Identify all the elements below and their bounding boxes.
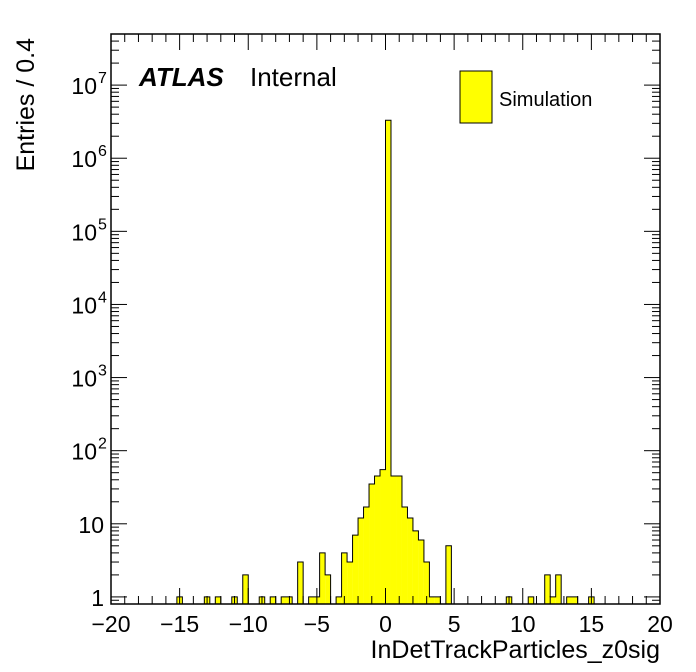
y-tick-label-exponent: 2 [98, 436, 107, 453]
y-tick-label-exponent: 4 [98, 289, 107, 306]
x-tick-labels: −20 −15 −10 −5 0 5 10 15 20 [91, 611, 672, 637]
histogram-bar [566, 596, 578, 604]
legend-swatch [459, 70, 493, 124]
x-tick-label: −20 [91, 611, 130, 637]
histogram-bar [528, 596, 534, 604]
histogram-bar [215, 596, 221, 604]
histogram-bar [352, 535, 359, 604]
histogram-bar [242, 574, 249, 604]
histogram-bar [434, 596, 441, 604]
y-axis-title: Entries / 0.4 [12, 38, 40, 171]
y-tick-label-exponent: 3 [98, 363, 107, 380]
x-tick-label: 15 [579, 611, 605, 637]
histogram-bar [336, 596, 342, 604]
histogram-bar [347, 562, 353, 604]
y-tick-label-exponent: 5 [98, 216, 107, 233]
x-tick-label: −15 [160, 611, 199, 637]
y-tick-label: 1 [91, 585, 104, 611]
y-tick-label: 10 [71, 73, 97, 99]
histogram-bar [423, 562, 430, 604]
y-tick-label: 10 [71, 292, 97, 318]
histogram-bar [407, 518, 413, 604]
histogram-bar [319, 552, 326, 604]
histogram-bar [396, 476, 402, 604]
histogram-bar [270, 596, 276, 604]
histogram-bar [385, 120, 391, 604]
histogram-bar [308, 596, 315, 604]
histogram-bar [418, 540, 424, 604]
histogram-bar [281, 596, 293, 604]
histogram-bar [390, 476, 397, 604]
x-tick-label: −10 [229, 611, 268, 637]
histogram-bar [341, 552, 348, 604]
histogram-bar [544, 574, 551, 604]
legend: Simulation [459, 70, 592, 124]
x-tick-label: 0 [379, 611, 392, 637]
x-axis-title: InDetTrackParticles_z0sig [371, 636, 660, 664]
histogram-bar [374, 476, 381, 604]
y-tick-label: 10 [71, 146, 97, 172]
y-tick-label: 10 [71, 439, 97, 465]
y-tick-label-exponent: 7 [98, 70, 107, 87]
y-tick-label: 10 [78, 512, 104, 538]
internal-label: Internal [250, 62, 337, 92]
histogram-bar [550, 596, 556, 604]
y-tick-label: 10 [71, 219, 97, 245]
histogram-bar [412, 530, 419, 604]
histogram-bar [297, 562, 304, 604]
histogram-bar [380, 469, 386, 604]
histogram-bar [429, 596, 435, 604]
histogram-bars [176, 119, 595, 604]
histogram-bar [369, 484, 375, 604]
x-tick-label: 20 [647, 611, 673, 637]
histogram-bar [358, 518, 364, 604]
histogram-bar [555, 574, 562, 604]
legend-entry-simulation: Simulation [499, 89, 592, 111]
axis-ticks [110, 33, 661, 605]
histogram-bar [445, 545, 452, 604]
atlas-label: ATLAS [138, 62, 224, 92]
x-tick-label: 10 [510, 611, 536, 637]
x-tick-label: 5 [448, 611, 461, 637]
y-tick-label: 10 [71, 366, 97, 392]
x-tick-label: −5 [304, 611, 330, 637]
y-tick-label-exponent: 6 [98, 143, 107, 160]
histogram-bar [325, 574, 331, 604]
histogram-bar [401, 506, 408, 604]
histogram-bar [363, 506, 370, 604]
